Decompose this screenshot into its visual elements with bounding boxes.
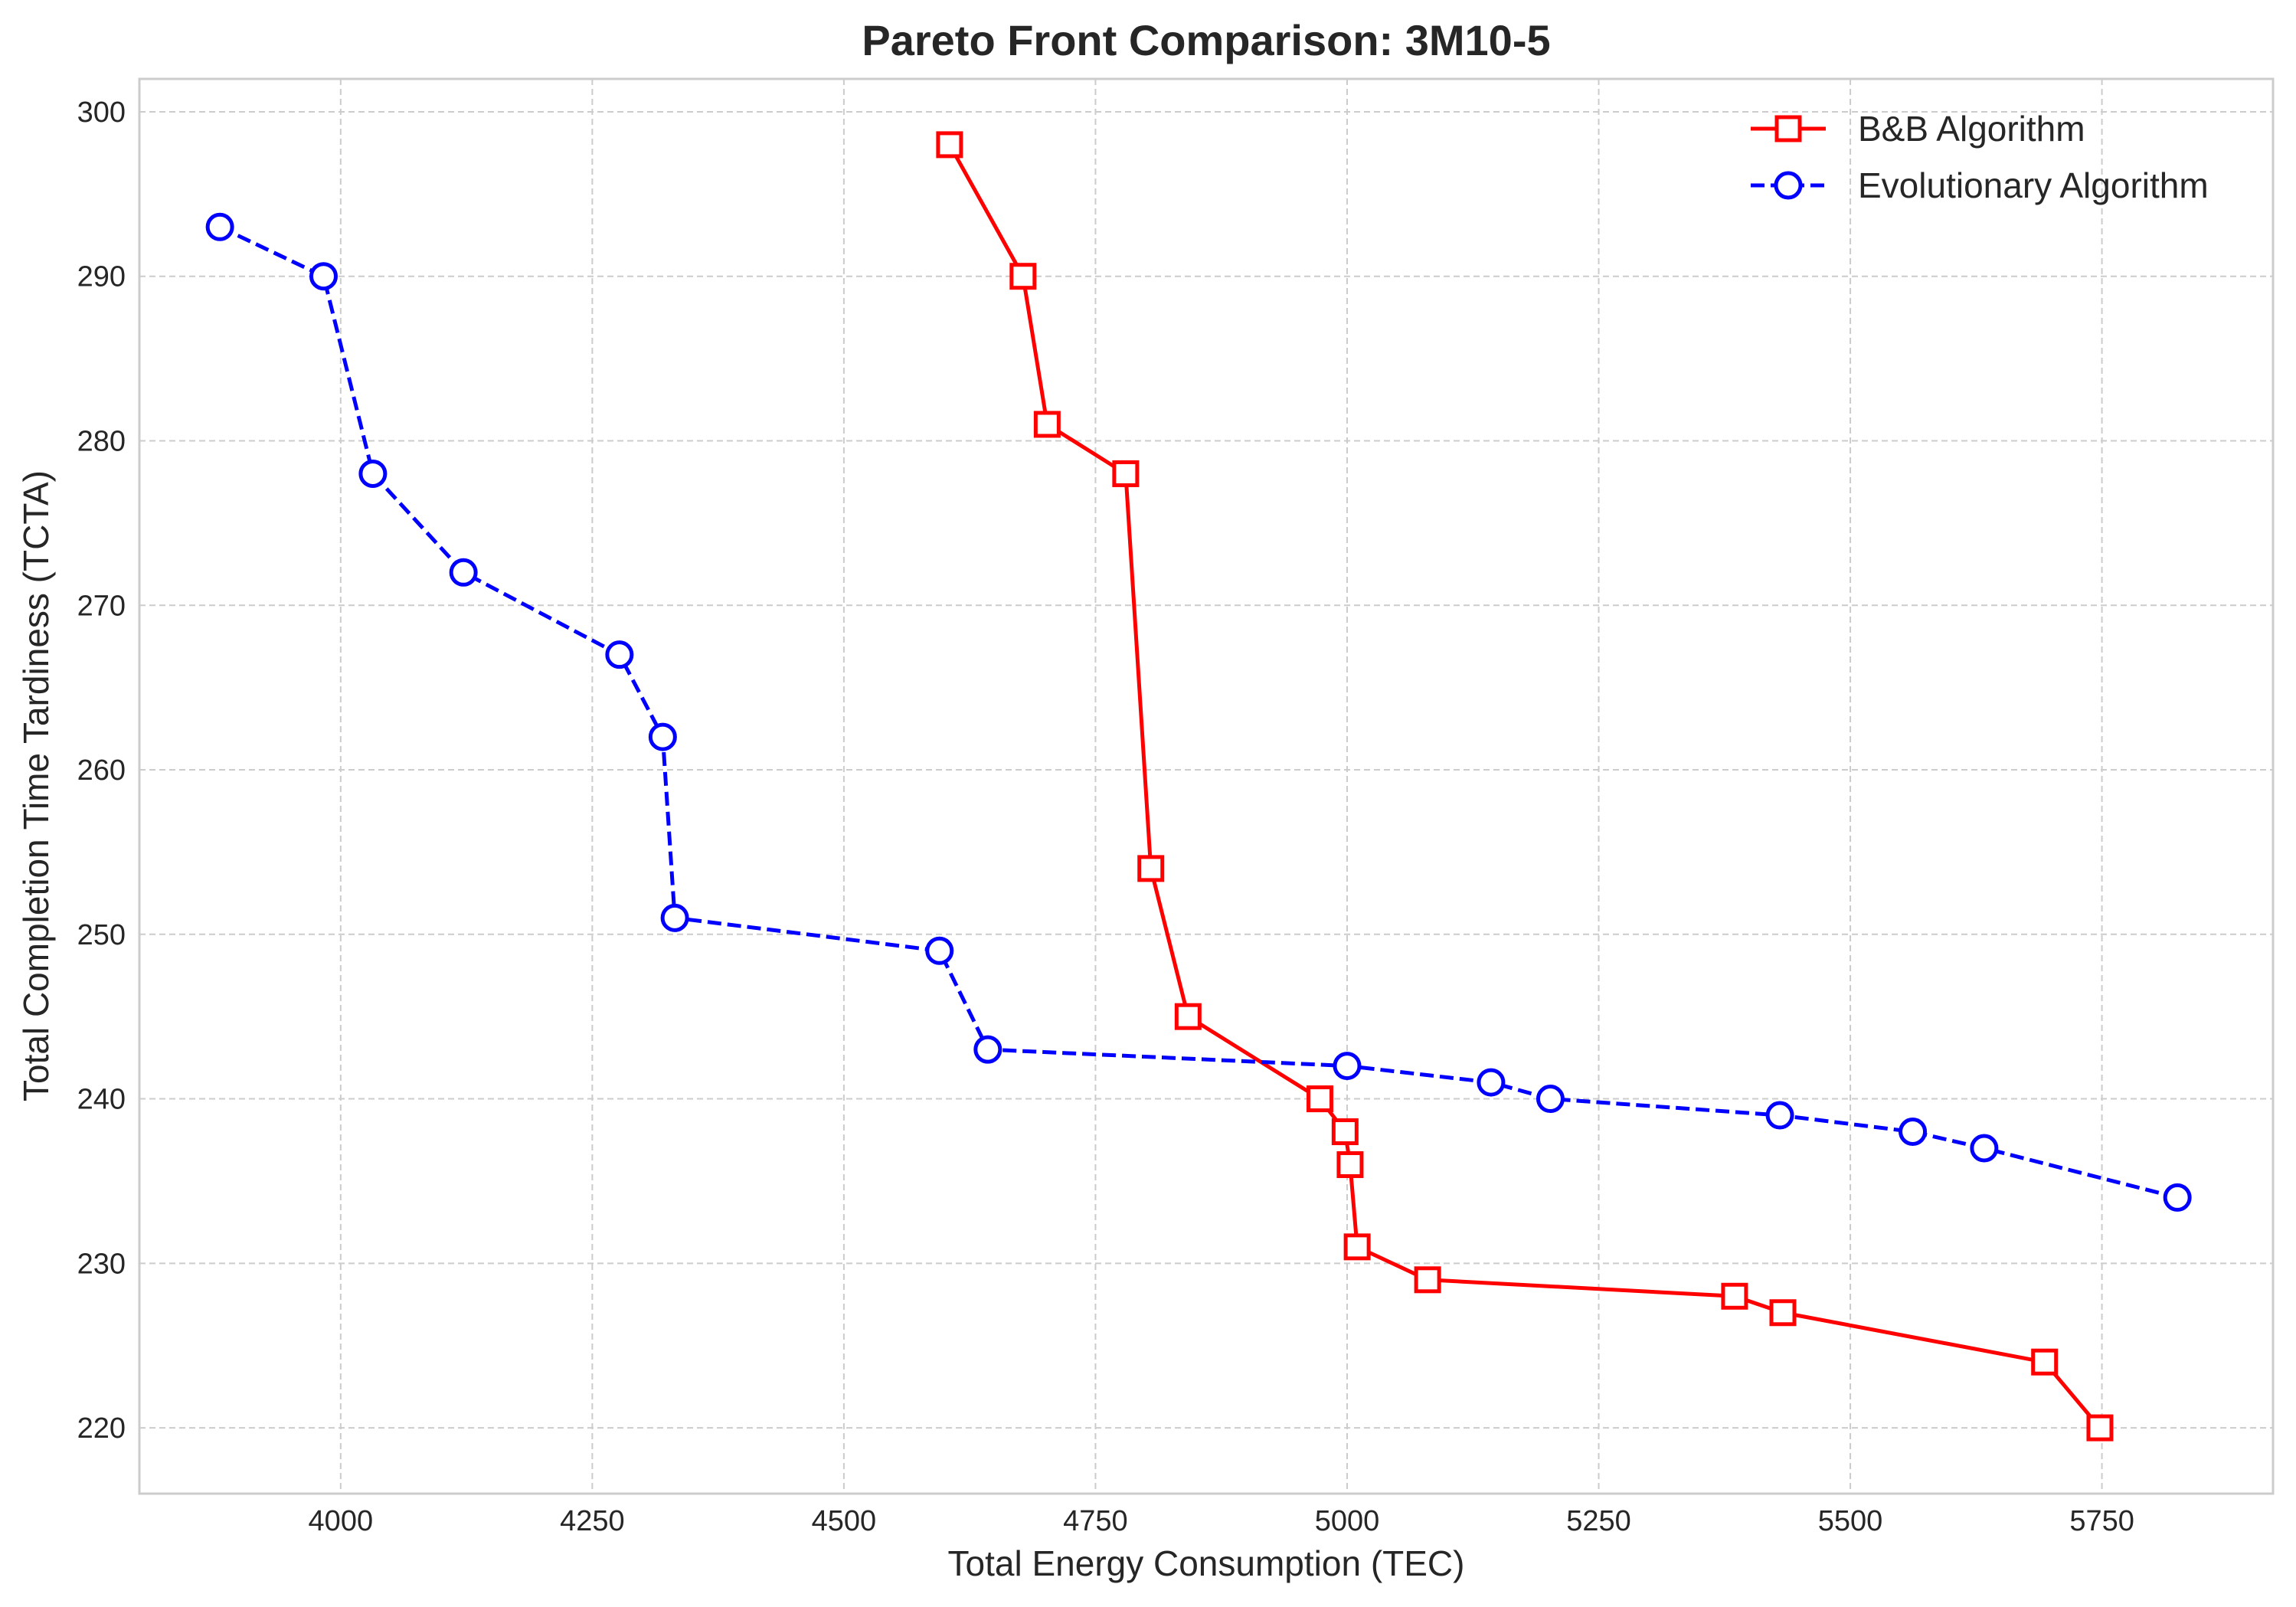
data-point	[973, 1035, 1002, 1064]
data-point	[605, 640, 634, 669]
data-point	[1112, 460, 1140, 487]
data-point	[1765, 1101, 1794, 1130]
series-layer	[205, 131, 2192, 1442]
data-point	[1336, 1150, 1364, 1178]
data-point	[205, 212, 234, 241]
grid	[139, 79, 2273, 1494]
x-tick-label: 4750	[1063, 1505, 1128, 1537]
chart-title: Pareto Front Comparison: 3M10-5	[862, 16, 1550, 64]
data-point	[1333, 1052, 1362, 1081]
data-point	[1414, 1266, 1441, 1294]
data-point	[1477, 1068, 1506, 1097]
x-axis-label: Total Energy Consumption (TEC)	[948, 1543, 1465, 1583]
legend-marker	[1774, 171, 1803, 200]
data-point	[2086, 1414, 2114, 1442]
data-point	[925, 936, 954, 965]
y-tick-label: 220	[77, 1412, 126, 1445]
data-point	[1331, 1118, 1359, 1146]
y-tick-label: 230	[77, 1248, 126, 1280]
data-point	[936, 131, 963, 159]
data-point	[1137, 855, 1165, 882]
data-point	[1174, 1003, 1202, 1030]
data-point	[1536, 1085, 1565, 1114]
y-tick-label: 270	[77, 590, 126, 622]
x-tick-label: 4250	[560, 1505, 625, 1537]
x-tick-label: 5750	[2069, 1505, 2134, 1537]
data-point	[358, 459, 388, 488]
y-tick-label: 260	[77, 754, 126, 787]
data-point	[1899, 1118, 1928, 1147]
legend-label: Evolutionary Algorithm	[1858, 165, 2209, 205]
x-tick-label: 4000	[309, 1505, 374, 1537]
data-point	[309, 262, 338, 291]
y-tick-label: 280	[77, 425, 126, 457]
y-axis-label: Total Completion Time Tardiness (TCTA)	[16, 470, 56, 1101]
legend-label: B&B Algorithm	[1858, 109, 2085, 149]
legend-item: Evolutionary Algorithm	[1751, 165, 2209, 205]
y-tick-label: 300	[77, 97, 126, 129]
data-point	[449, 558, 478, 587]
x-tick-label: 5500	[1818, 1505, 1883, 1537]
y-tick-label: 250	[77, 919, 126, 951]
data-point	[660, 903, 689, 932]
x-tick-label: 5250	[1566, 1505, 1631, 1537]
data-point	[1033, 411, 1061, 438]
data-point	[1009, 263, 1037, 290]
plot-background	[138, 77, 2275, 1495]
legend-marker	[1774, 115, 1802, 142]
data-point	[2031, 1348, 2059, 1376]
y-tick-label: 240	[77, 1084, 126, 1116]
data-point	[2163, 1183, 2192, 1212]
data-point	[1721, 1282, 1748, 1310]
data-point	[1970, 1134, 1999, 1163]
data-point	[1306, 1085, 1333, 1113]
x-tick-label: 5000	[1315, 1505, 1380, 1537]
x-tick-label: 4500	[812, 1505, 877, 1537]
data-point	[1343, 1233, 1371, 1261]
data-point	[648, 722, 677, 751]
y-tick-label: 290	[77, 261, 126, 293]
series-0	[936, 131, 2114, 1442]
tick-labels: 4000 4250 4500 4750 5000 5250 5500 5750 220 230 24…	[77, 97, 2134, 1537]
series-1	[205, 212, 2192, 1212]
legend-item: B&B Algorithm	[1751, 109, 2085, 149]
legend: B&B Algorithm Evolutionary Algorithm	[1751, 109, 2209, 205]
series-line	[219, 225, 2178, 1200]
data-point	[1769, 1299, 1797, 1327]
